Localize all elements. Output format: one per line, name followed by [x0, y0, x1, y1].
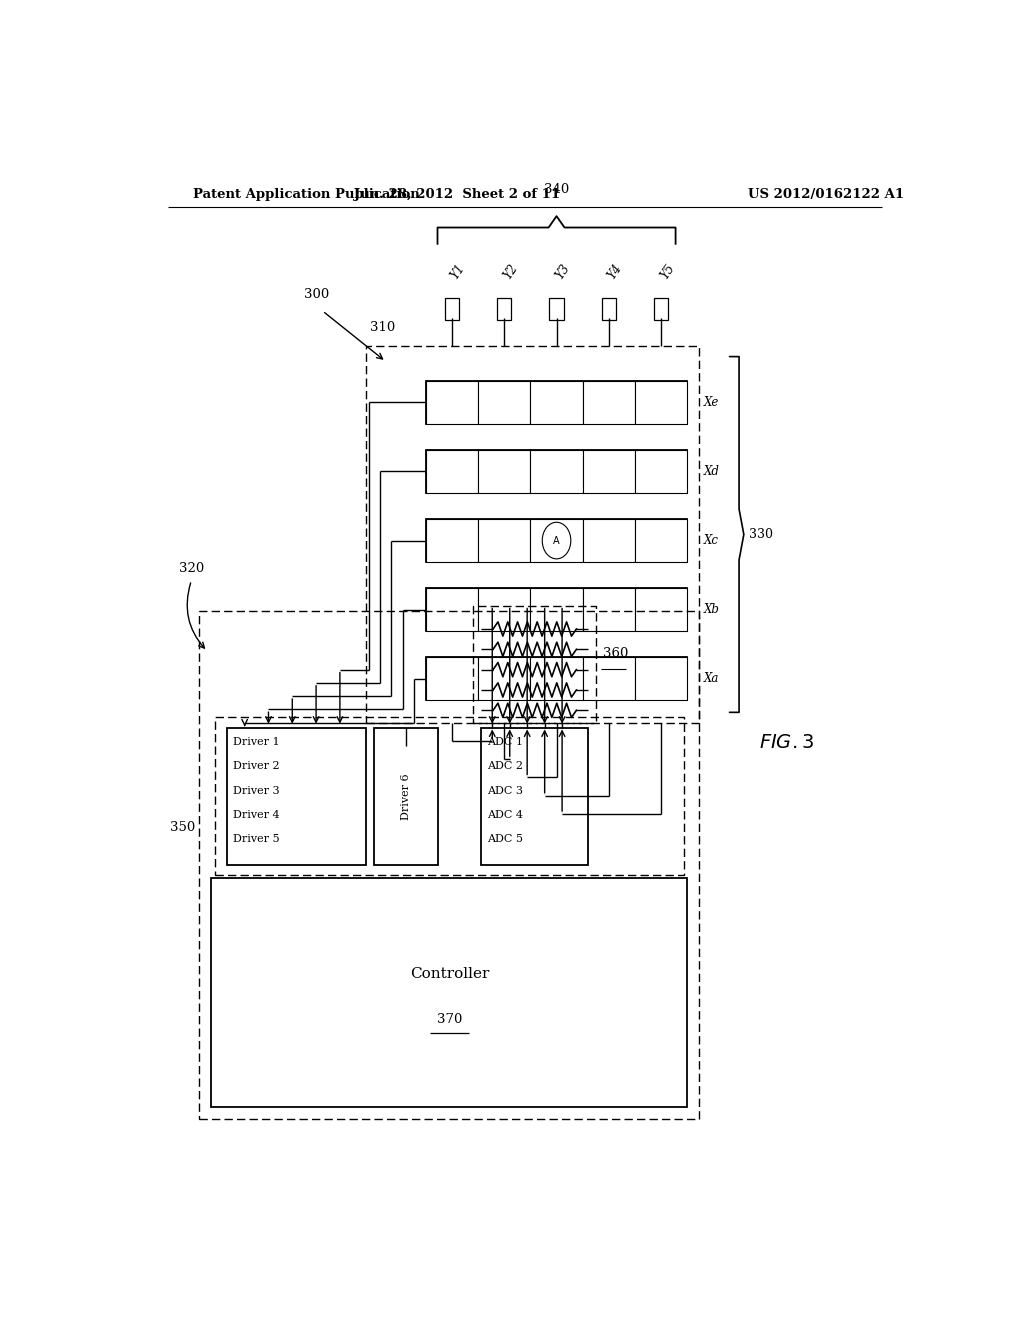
- Bar: [426, 589, 687, 631]
- Text: A: A: [553, 536, 560, 545]
- Text: ADC 2: ADC 2: [486, 762, 522, 771]
- Bar: [583, 589, 635, 631]
- Bar: [426, 589, 478, 631]
- Text: Patent Application Publication: Patent Application Publication: [194, 189, 420, 202]
- Text: 360: 360: [602, 647, 628, 660]
- Bar: [215, 718, 684, 875]
- Bar: [654, 297, 669, 319]
- Bar: [530, 519, 583, 562]
- Bar: [530, 450, 583, 492]
- Bar: [478, 519, 530, 562]
- Text: Controller: Controller: [410, 968, 489, 981]
- Text: Driver 6: Driver 6: [400, 774, 411, 820]
- Bar: [583, 657, 635, 700]
- Bar: [478, 450, 530, 492]
- Bar: [473, 606, 596, 722]
- Bar: [426, 381, 478, 424]
- Bar: [635, 450, 687, 492]
- Text: Y5: Y5: [658, 261, 677, 281]
- Text: Driver 4: Driver 4: [232, 810, 280, 820]
- Text: Driver 5: Driver 5: [232, 834, 280, 845]
- Bar: [426, 381, 687, 424]
- Bar: [635, 381, 687, 424]
- Text: 330: 330: [749, 528, 772, 541]
- Bar: [481, 727, 589, 865]
- Bar: [497, 297, 511, 319]
- Text: ADC 1: ADC 1: [486, 737, 522, 747]
- Text: 300: 300: [304, 288, 330, 301]
- Text: ADC 4: ADC 4: [486, 810, 522, 820]
- Bar: [583, 381, 635, 424]
- Text: Xb: Xb: [703, 603, 719, 616]
- Bar: [426, 657, 687, 700]
- Bar: [530, 589, 583, 631]
- Text: 340: 340: [544, 183, 569, 195]
- Bar: [478, 657, 530, 700]
- Bar: [426, 519, 478, 562]
- Bar: [550, 297, 563, 319]
- Text: Driver 1: Driver 1: [232, 737, 280, 747]
- Text: Y4: Y4: [605, 261, 625, 281]
- Bar: [530, 657, 583, 700]
- Text: 370: 370: [436, 1014, 462, 1026]
- Bar: [583, 450, 635, 492]
- Bar: [200, 611, 699, 1119]
- Bar: [583, 519, 635, 562]
- Bar: [374, 727, 437, 865]
- Bar: [426, 657, 478, 700]
- Text: Y3: Y3: [553, 261, 572, 281]
- Text: Y2: Y2: [501, 261, 520, 281]
- Bar: [367, 346, 699, 722]
- Text: Driver 2: Driver 2: [232, 762, 280, 771]
- Text: US 2012/0162122 A1: US 2012/0162122 A1: [749, 189, 904, 202]
- Bar: [635, 589, 687, 631]
- Bar: [530, 381, 583, 424]
- Text: Xe: Xe: [703, 396, 719, 409]
- Text: $\it{FIG. 3}$: $\it{FIG. 3}$: [759, 734, 814, 752]
- Text: 320: 320: [179, 562, 204, 576]
- Bar: [444, 297, 459, 319]
- Bar: [426, 450, 687, 492]
- Text: 310: 310: [370, 321, 395, 334]
- Bar: [478, 589, 530, 631]
- Bar: [426, 519, 687, 562]
- Bar: [602, 297, 616, 319]
- Text: Y1: Y1: [449, 261, 468, 281]
- Bar: [635, 519, 687, 562]
- Text: Xc: Xc: [703, 535, 719, 546]
- Bar: [426, 450, 478, 492]
- Text: Driver 3: Driver 3: [232, 785, 280, 796]
- Text: Xa: Xa: [703, 672, 719, 685]
- Bar: [211, 878, 687, 1106]
- Text: Jun. 28, 2012  Sheet 2 of 11: Jun. 28, 2012 Sheet 2 of 11: [354, 189, 560, 202]
- Bar: [478, 381, 530, 424]
- Bar: [635, 657, 687, 700]
- Text: 350: 350: [170, 821, 196, 834]
- Text: ADC 3: ADC 3: [486, 785, 522, 796]
- Bar: [227, 727, 367, 865]
- Text: Xd: Xd: [703, 465, 719, 478]
- Text: ADC 5: ADC 5: [486, 834, 522, 845]
